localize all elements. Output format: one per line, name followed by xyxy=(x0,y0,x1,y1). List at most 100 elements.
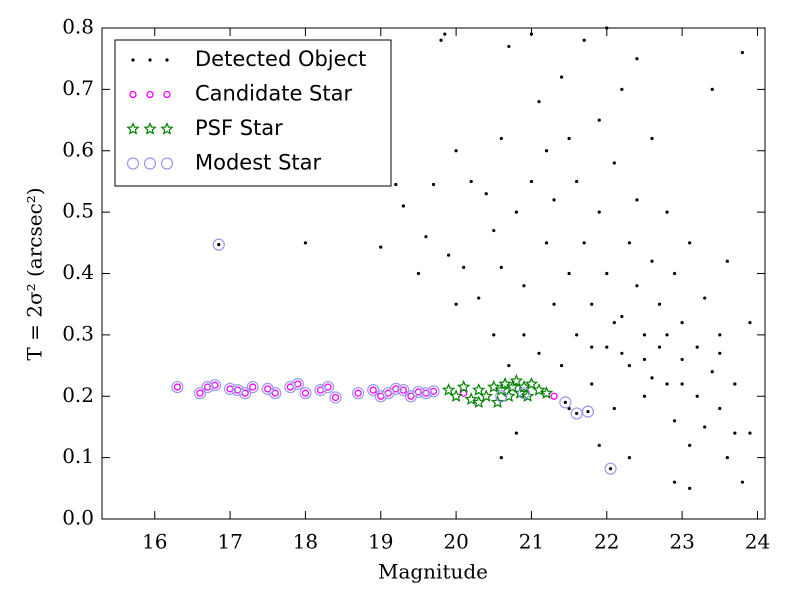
point xyxy=(590,302,594,306)
point xyxy=(695,345,699,349)
point xyxy=(537,351,541,355)
legend-label: PSF Star xyxy=(195,116,283,140)
point xyxy=(537,100,541,104)
x-tick-label: 21 xyxy=(519,530,544,554)
point xyxy=(552,198,556,202)
legend-marker xyxy=(148,58,152,62)
y-tick-label: 0.7 xyxy=(62,76,94,100)
point xyxy=(314,384,327,397)
point xyxy=(226,385,234,393)
point xyxy=(612,406,616,411)
legend-marker xyxy=(165,58,169,62)
point xyxy=(261,382,274,395)
point xyxy=(484,192,488,196)
point xyxy=(672,271,677,276)
legend-marker xyxy=(146,90,154,99)
point xyxy=(249,383,257,391)
point xyxy=(477,296,481,300)
point xyxy=(642,357,647,362)
x-tick-label: 17 xyxy=(217,530,242,554)
point xyxy=(612,321,616,325)
point xyxy=(532,383,546,396)
point xyxy=(446,253,451,257)
point xyxy=(559,396,572,409)
point xyxy=(223,382,237,395)
point xyxy=(688,443,692,447)
point xyxy=(550,392,558,400)
point xyxy=(211,381,219,389)
point xyxy=(514,210,518,214)
point xyxy=(494,383,508,396)
y-tick-label: 0.8 xyxy=(62,15,94,39)
point xyxy=(575,333,579,337)
y-tick-label: 0.1 xyxy=(62,444,94,468)
point xyxy=(269,387,282,400)
legend-label: Candidate Star xyxy=(195,82,352,106)
point xyxy=(665,382,669,386)
point xyxy=(710,370,714,374)
point xyxy=(374,390,387,403)
point xyxy=(271,389,279,397)
point xyxy=(303,241,308,245)
point xyxy=(301,389,310,397)
point xyxy=(680,321,684,325)
point xyxy=(291,377,304,391)
point xyxy=(404,390,417,403)
point xyxy=(513,386,527,399)
point xyxy=(680,382,684,386)
point xyxy=(443,32,447,36)
point xyxy=(394,182,398,187)
point xyxy=(431,182,436,187)
point xyxy=(597,443,601,447)
point xyxy=(427,385,440,398)
x-tick-label: 24 xyxy=(745,530,770,554)
point xyxy=(492,228,496,233)
point xyxy=(522,284,526,288)
legend-marker xyxy=(143,157,157,170)
point xyxy=(389,382,402,395)
x-tick-label: 20 xyxy=(443,530,468,554)
point xyxy=(620,351,624,355)
point xyxy=(539,386,554,399)
point xyxy=(414,388,423,396)
point xyxy=(514,431,518,435)
point xyxy=(424,235,428,239)
point xyxy=(567,406,571,411)
point xyxy=(217,243,221,247)
y-tick-label: 0.5 xyxy=(62,199,94,223)
point xyxy=(454,302,458,306)
point xyxy=(605,345,609,349)
point xyxy=(597,118,601,122)
point xyxy=(575,411,579,416)
point xyxy=(173,383,181,391)
point xyxy=(407,392,415,400)
point xyxy=(733,431,737,435)
point xyxy=(502,389,516,402)
legend-marker xyxy=(143,121,157,135)
point xyxy=(439,38,443,42)
point xyxy=(479,389,493,402)
point xyxy=(495,390,508,403)
point xyxy=(203,383,212,391)
point xyxy=(650,259,654,263)
point xyxy=(688,486,692,490)
point xyxy=(490,395,505,409)
point xyxy=(590,345,594,349)
point xyxy=(597,210,601,214)
point xyxy=(517,387,531,400)
point xyxy=(499,265,503,269)
point xyxy=(665,210,669,214)
legend-box xyxy=(114,39,392,187)
legend-marker xyxy=(126,121,140,135)
point xyxy=(590,382,594,386)
point xyxy=(581,405,595,418)
point xyxy=(665,333,669,337)
point xyxy=(710,87,714,91)
point xyxy=(441,383,456,396)
x-axis-label: Magnitude xyxy=(378,560,488,584)
point xyxy=(725,456,729,460)
point xyxy=(740,50,744,55)
y-tick-label: 0.0 xyxy=(62,506,94,530)
y-tick-label: 0.2 xyxy=(62,383,94,407)
